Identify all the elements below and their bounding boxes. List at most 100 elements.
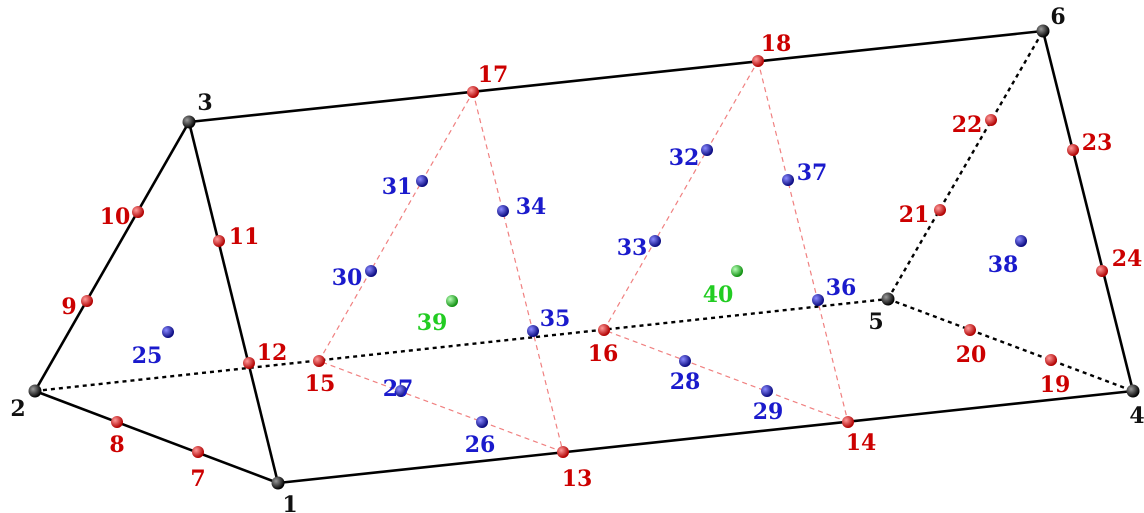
node-labels: 1234567891011121314151617181920212223242… (10, 4, 1144, 513)
node-7-marker (192, 446, 204, 458)
edge-16-18 (603, 60, 759, 331)
node-24-label: 24 (1112, 246, 1143, 272)
node-20-marker (964, 324, 976, 336)
node-8-label: 8 (109, 432, 124, 458)
edge-3-6 (188, 29, 1044, 124)
node-40-marker (731, 265, 743, 277)
node-23-label: 23 (1082, 130, 1113, 156)
node-34-label: 34 (516, 194, 547, 220)
node-18-marker (752, 55, 764, 67)
node-27-label: 27 (383, 376, 414, 402)
node-18-label: 18 (761, 31, 792, 57)
node-21-marker (934, 204, 946, 216)
node-19-marker (1045, 354, 1057, 366)
edge-1-4 (277, 389, 1134, 485)
node-12-label: 12 (257, 340, 288, 366)
node-1-label: 1 (282, 492, 297, 513)
node-9-marker (81, 295, 93, 307)
node-14-marker (842, 416, 854, 428)
node-22-marker (985, 114, 997, 126)
node-20-label: 20 (956, 342, 987, 368)
node-30-marker (365, 265, 377, 277)
node-38-marker (1015, 235, 1027, 247)
node-35-marker (527, 325, 539, 337)
node-11-label: 11 (229, 224, 260, 250)
node-25-label: 25 (132, 343, 163, 369)
edge-17-13 (472, 91, 564, 453)
node-3-label: 3 (197, 90, 212, 116)
edge-15-17 (318, 91, 474, 362)
node-17-marker (467, 86, 479, 98)
edge-1-2 (34, 389, 279, 485)
edge-13-15 (318, 360, 564, 453)
node-23-marker (1067, 144, 1079, 156)
node-4-label: 4 (1129, 403, 1144, 429)
node-32-label: 32 (669, 145, 700, 171)
node-11-marker (213, 235, 225, 247)
node-15-marker (313, 355, 325, 367)
node-34-marker (497, 205, 509, 217)
node-5-marker (881, 292, 895, 306)
node-1-marker (271, 476, 285, 490)
node-15-label: 15 (305, 371, 336, 397)
edge-2-5 (34, 297, 889, 393)
edge-5-4 (887, 297, 1134, 393)
edge-2-3 (33, 121, 191, 392)
node-32-marker (701, 144, 713, 156)
node-24-marker (1096, 265, 1108, 277)
node-16-marker (598, 324, 610, 336)
node-10-marker (132, 206, 144, 218)
node-36-label: 36 (826, 275, 857, 301)
node-29-marker (761, 385, 773, 397)
nodes (28, 24, 1140, 490)
edge-4-6 (1041, 30, 1135, 392)
node-4-marker (1126, 384, 1140, 398)
node-40-label: 40 (703, 282, 734, 308)
node-14-label: 14 (846, 430, 877, 456)
node-37-marker (782, 174, 794, 186)
node-33-label: 33 (617, 235, 648, 261)
node-7-label: 7 (190, 466, 205, 492)
node-33-marker (649, 235, 661, 247)
node-27-marker (395, 385, 407, 397)
prism-edges (33, 29, 1135, 485)
node-2-label: 2 (10, 396, 25, 422)
node-6-label: 6 (1050, 4, 1065, 30)
node-17-label: 17 (478, 62, 509, 88)
node-37-label: 37 (797, 160, 828, 186)
node-12-marker (243, 357, 255, 369)
node-5-label: 5 (868, 309, 883, 335)
node-28-label: 28 (670, 369, 701, 395)
node-10-label: 10 (100, 204, 131, 230)
edge-5-6 (886, 30, 1045, 300)
node-29-label: 29 (753, 399, 784, 425)
node-39-marker (446, 295, 458, 307)
node-16-label: 16 (588, 341, 619, 367)
node-22-label: 22 (952, 112, 983, 138)
node-36-marker (812, 294, 824, 306)
node-19-label: 19 (1040, 372, 1071, 398)
node-35-label: 35 (540, 306, 571, 332)
node-13-label: 13 (562, 466, 593, 492)
node-31-label: 31 (382, 174, 413, 200)
node-8-marker (111, 416, 123, 428)
node-25-marker (162, 326, 174, 338)
node-26-label: 26 (465, 432, 496, 458)
node-21-label: 21 (899, 202, 930, 228)
node-31-marker (416, 175, 428, 187)
node-39-label: 39 (417, 310, 448, 336)
edge-3-1 (187, 121, 280, 484)
node-30-label: 30 (332, 265, 363, 291)
node-26-marker (476, 416, 488, 428)
node-28-marker (679, 355, 691, 367)
node-9-label: 9 (61, 294, 76, 320)
internal-dashed-lines (318, 60, 849, 453)
node-6-marker (1036, 24, 1050, 38)
node-3-marker (182, 115, 196, 129)
node-2-marker (28, 384, 42, 398)
node-13-marker (557, 446, 569, 458)
edge-14-16 (603, 329, 849, 423)
edge-18-14 (757, 60, 849, 423)
node-38-label: 38 (988, 252, 1019, 278)
